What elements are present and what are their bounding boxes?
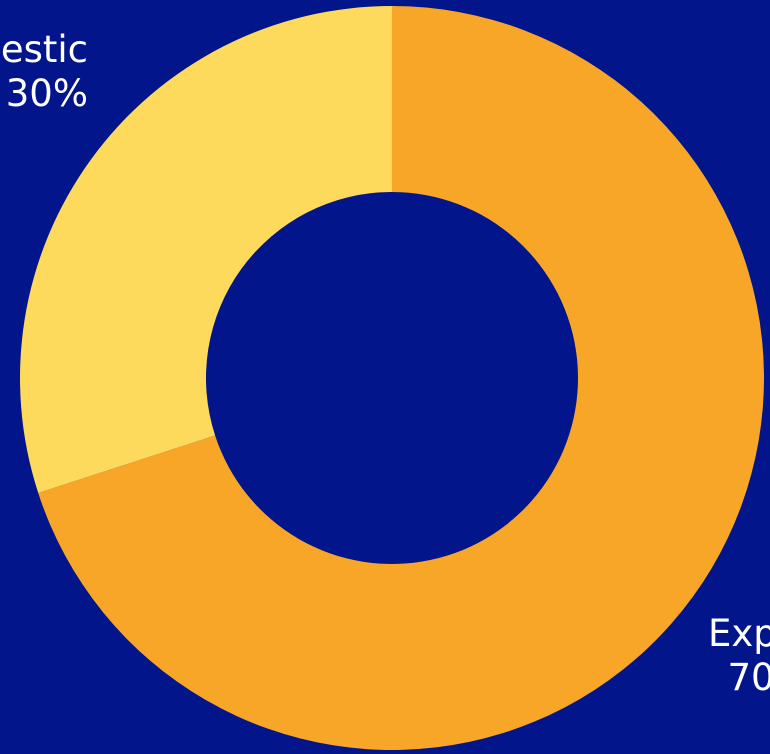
slice-label-domestic-value: 30% xyxy=(5,72,88,115)
slice-label-domestic-name: Domestic xyxy=(0,28,88,71)
slice-label-export: Export 70% xyxy=(708,612,770,700)
donut-slice-export xyxy=(38,6,764,750)
slice-label-export-value: 70% xyxy=(727,656,770,699)
slice-label-domestic: Domestic 30% xyxy=(0,28,88,116)
donut-slice-domestic xyxy=(19,6,393,493)
slice-label-export-name: Export xyxy=(708,612,770,655)
